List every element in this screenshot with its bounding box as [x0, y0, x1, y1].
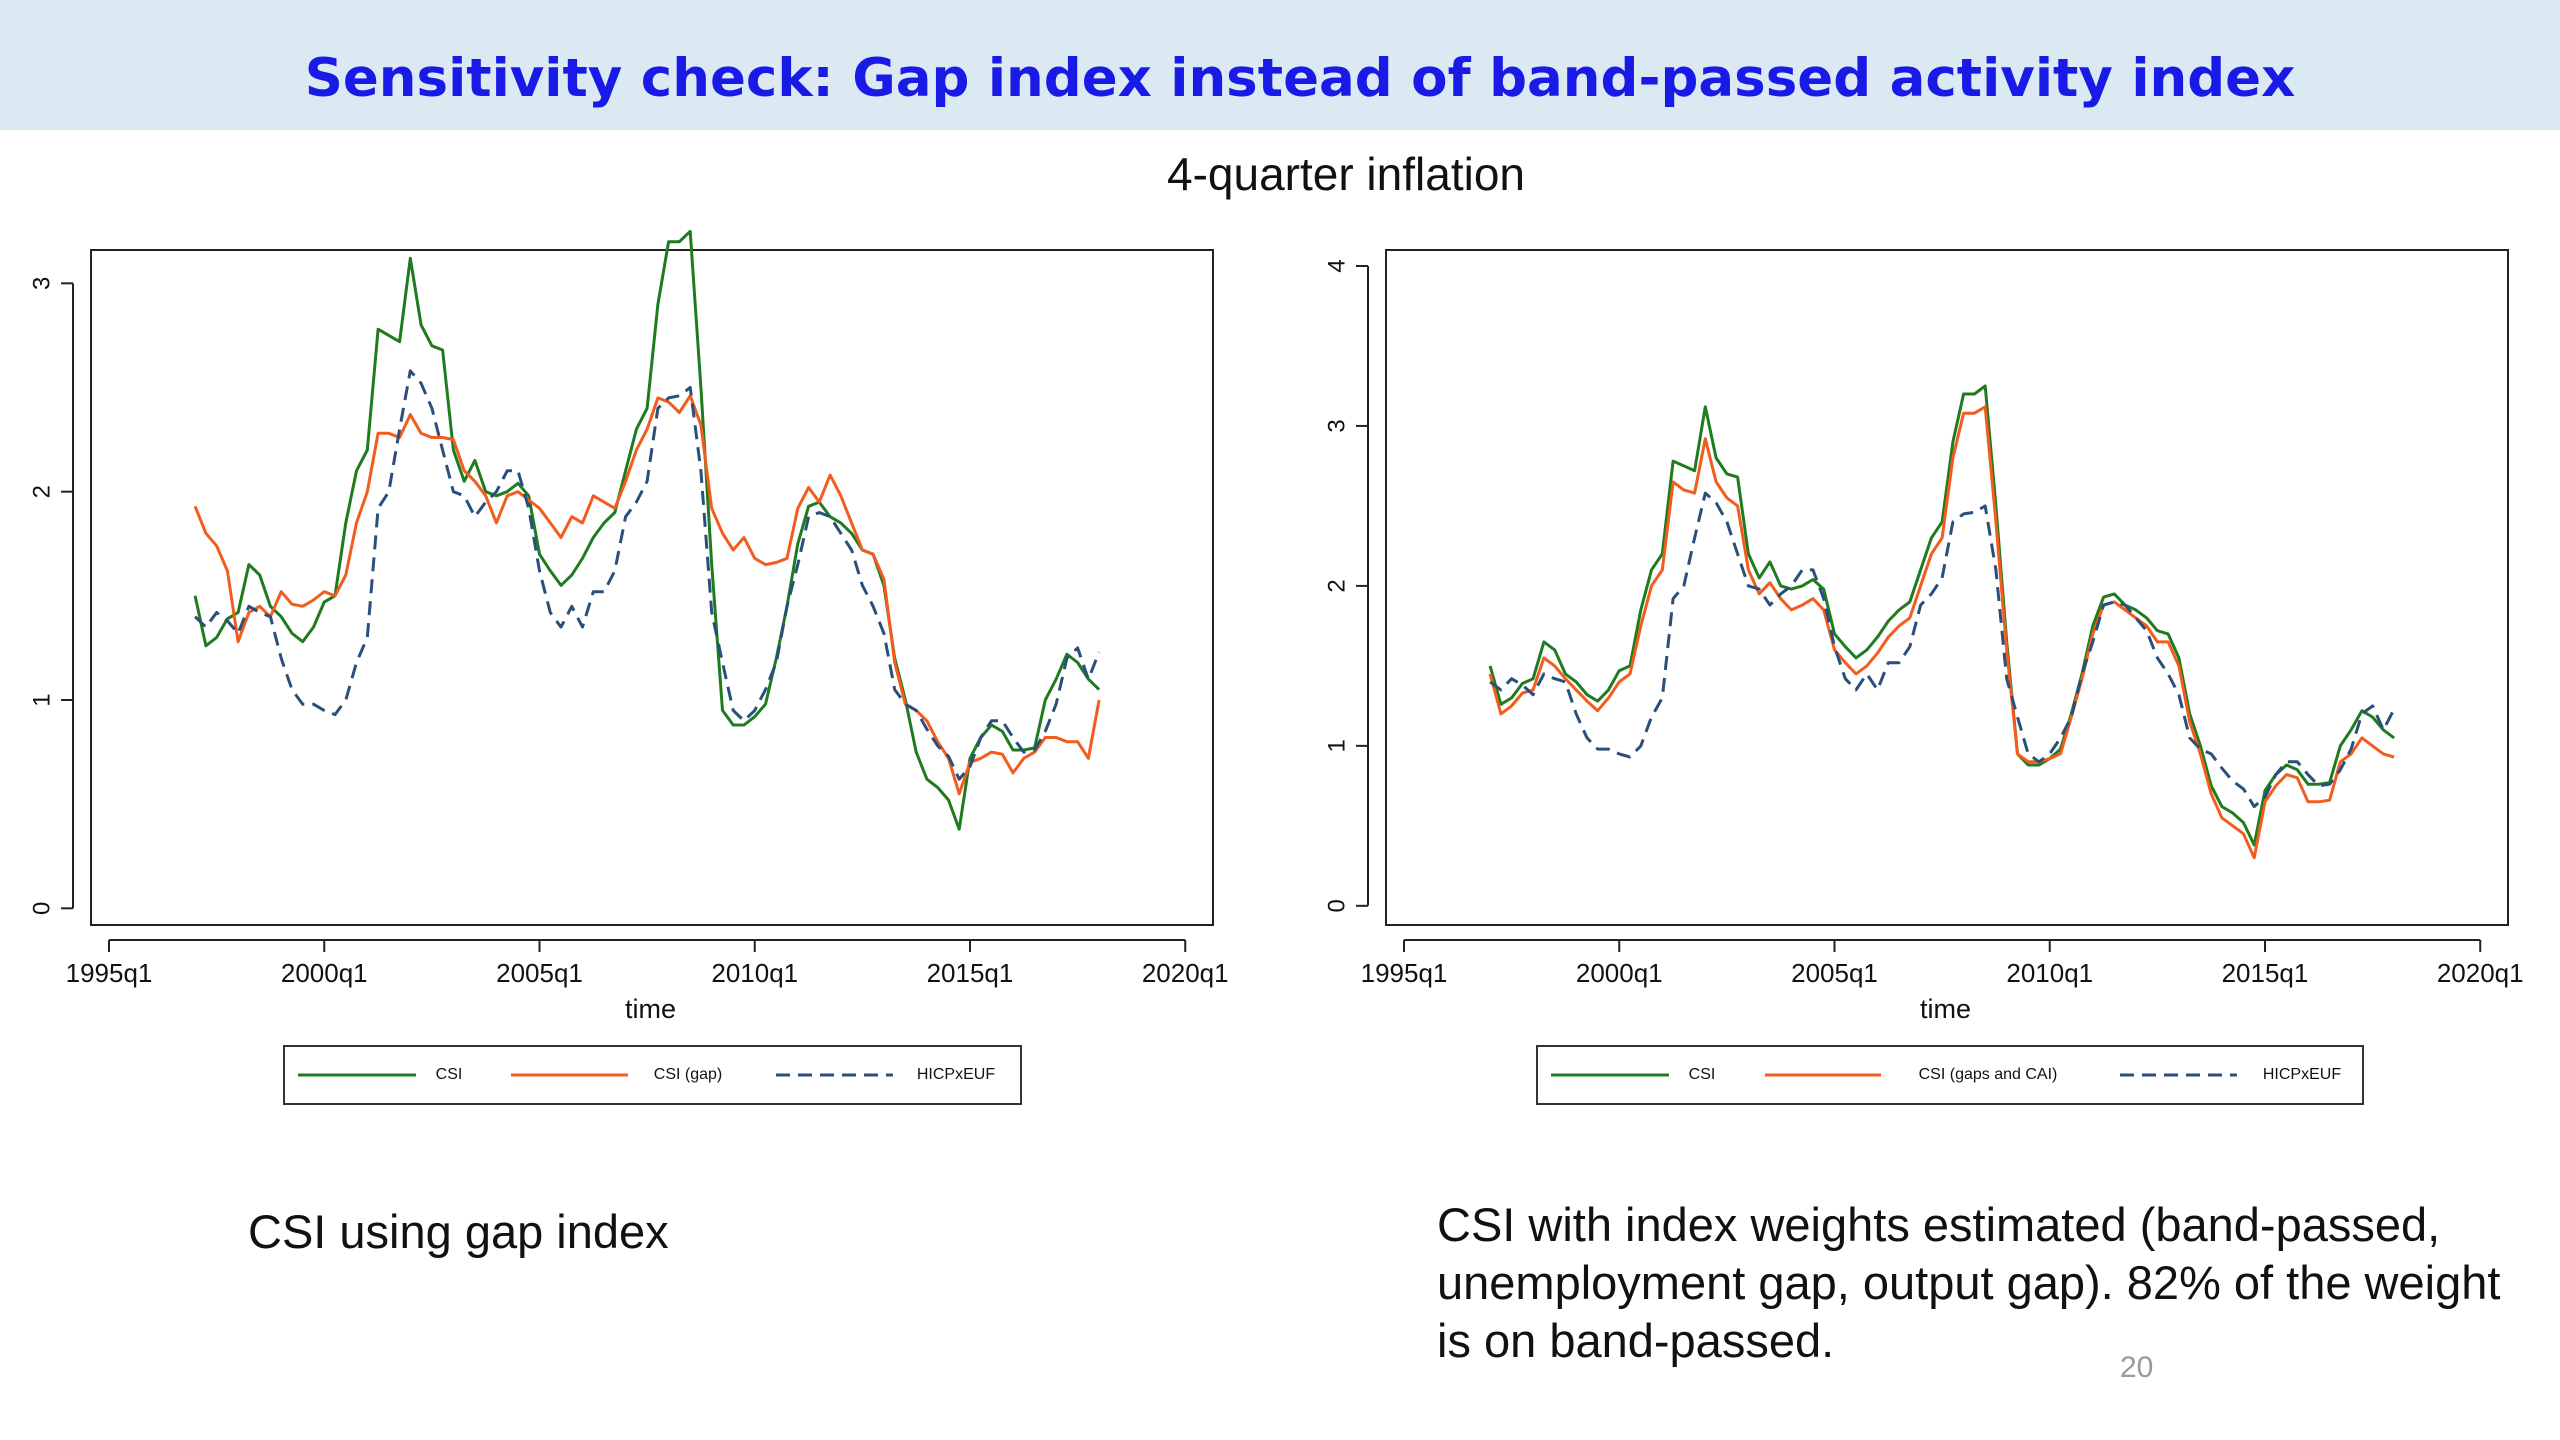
- y-tick-label: 2: [1323, 579, 1350, 592]
- x-axis-title: time: [1920, 994, 1971, 1024]
- y-tick-label: 4: [1323, 259, 1350, 272]
- y-tick-label: 2: [28, 485, 55, 498]
- series-line-1: [1488, 405, 2395, 860]
- legend-label-1: CSI (gap): [654, 1066, 722, 1083]
- x-tick-label: 2010q1: [711, 958, 798, 988]
- x-tick-label: 2000q1: [1576, 958, 1663, 988]
- y-tick-label: 0: [1323, 899, 1350, 912]
- series-line-2: [194, 369, 1101, 781]
- x-tick-label: 2000q1: [281, 958, 368, 988]
- x-tick-label: 1995q1: [1361, 958, 1448, 988]
- chart-left: 0 1 2 3 1995q1 2000q1 2005q1 2010q1 2015q1 2020q1…: [28, 230, 1229, 1105]
- x-tick-label: 2015q1: [2222, 958, 2309, 988]
- y-tick-label: 1: [1323, 739, 1350, 752]
- slide-title: Sensitivity check: Gap index instead of …: [304, 48, 2296, 109]
- chart-right: 0 1 2 3 4 1995q1 2000q1 2005q1 2010q1 2015q1 2020q…: [1323, 249, 2524, 1105]
- plot-frame: [90, 249, 1214, 926]
- series-line-0: [1488, 384, 2395, 847]
- series-line-2: [1489, 491, 2396, 809]
- x-tick-label: 2015q1: [927, 958, 1014, 988]
- title-bar: [0, 0, 2560, 130]
- x-tick-label: 2020q1: [1142, 958, 1229, 988]
- x-tick-label: 2005q1: [1791, 958, 1878, 988]
- series-line-0: [193, 230, 1101, 831]
- x-tick-label: 2005q1: [496, 958, 583, 988]
- page-number: 20: [2120, 1351, 2154, 1384]
- legend-box: [1536, 1045, 2364, 1105]
- series-line-1: [193, 394, 1101, 796]
- caption-left: CSI using gap index: [248, 1205, 669, 1258]
- caption-right: CSI with index weights estimated (band-p…: [1437, 1198, 2501, 1367]
- x-tick-label: 1995q1: [66, 958, 153, 988]
- x-tick-label: 2010q1: [2006, 958, 2093, 988]
- legend-label-0: CSI: [1689, 1066, 1716, 1083]
- legend-label-2: HICPxEUF: [917, 1066, 995, 1083]
- legend-label-0: CSI: [436, 1066, 463, 1083]
- legend-label-1: CSI (gaps and CAI): [1919, 1066, 2058, 1083]
- plot-frame: [1385, 249, 2509, 926]
- legend-label-2: HICPxEUF: [2263, 1066, 2341, 1083]
- x-axis-title: time: [625, 994, 676, 1024]
- y-tick-label: 3: [28, 277, 55, 290]
- chart-subtitle: 4-quarter inflation: [1167, 148, 1525, 200]
- x-tick-label: 2020q1: [2437, 958, 2524, 988]
- y-tick-label: 1: [28, 693, 55, 706]
- y-tick-label: 3: [1323, 419, 1350, 432]
- y-tick-label: 0: [28, 902, 55, 915]
